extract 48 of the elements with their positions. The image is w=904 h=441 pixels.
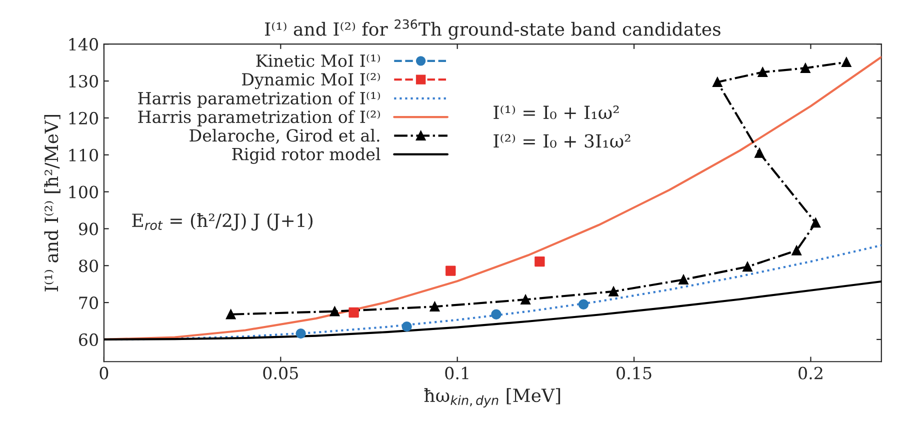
point — [678, 274, 688, 285]
point — [348, 307, 359, 318]
x-axis-title: ħω$_{kin,dyn}$ [MeV] — [424, 388, 560, 408]
point — [491, 309, 502, 320]
point — [330, 306, 340, 316]
y-tick-label: 100 — [69, 186, 98, 198]
point — [446, 266, 456, 276]
point — [712, 77, 722, 87]
point — [226, 310, 236, 320]
legend-label: Harris parametrization of I⁽²⁾ — [138, 110, 380, 126]
annotation: I⁽¹⁾ = I₀ + I₁ω² — [494, 105, 619, 120]
y-tick-label: 80 — [79, 260, 98, 272]
x-tick-label: 0 — [100, 366, 108, 380]
x-tick-label: 0.15 — [616, 366, 652, 380]
point — [742, 262, 752, 272]
point — [792, 246, 802, 256]
legend-label: Harris parametrization of I⁽¹⁾ — [138, 92, 380, 108]
point — [578, 299, 589, 310]
y-tick-label: 60 — [79, 333, 98, 346]
point — [608, 286, 618, 296]
point — [842, 57, 852, 68]
annotation: E$_{rot}$ = (ħ²/2J) J (J+1) — [132, 213, 313, 231]
y-tick-label: 110 — [69, 148, 98, 162]
point — [800, 63, 810, 73]
y-tick-label: 130 — [69, 74, 98, 88]
annotation: I⁽²⁾ = I₀ + 3I₁ω² — [494, 134, 630, 148]
point — [402, 321, 412, 332]
line-series — [104, 280, 882, 341]
x-tick-label: 0.2 — [798, 366, 822, 380]
x-tick-label: 0.1 — [445, 366, 468, 380]
point — [810, 218, 821, 228]
legend-label: Rigid rotor model — [232, 147, 380, 164]
point — [758, 67, 768, 78]
y-tick-label: 120 — [69, 112, 98, 125]
chart-title: I⁽¹⁾ and I⁽²⁾ for $^{236}$Th ground-state band candidates — [265, 19, 720, 40]
point — [430, 302, 440, 312]
point — [754, 148, 764, 158]
x-tick-label: 0.05 — [263, 366, 298, 380]
legend-label: Kinetic MoI I⁽¹⁾ — [256, 54, 380, 67]
point — [296, 328, 306, 339]
point — [520, 294, 530, 304]
y-tick-label: 90 — [78, 222, 98, 236]
legend-label: Delaroche, Girod et al. — [190, 128, 380, 144]
y-tick-label: 140 — [69, 38, 98, 51]
point — [534, 256, 545, 267]
legend-label: Dynamic MoI I⁽²⁾ — [242, 72, 380, 90]
y-axis-title: I⁽¹⁾ and I⁽²⁾ [ħ²/MeV] — [44, 114, 60, 292]
y-tick-label: 70 — [79, 296, 98, 310]
